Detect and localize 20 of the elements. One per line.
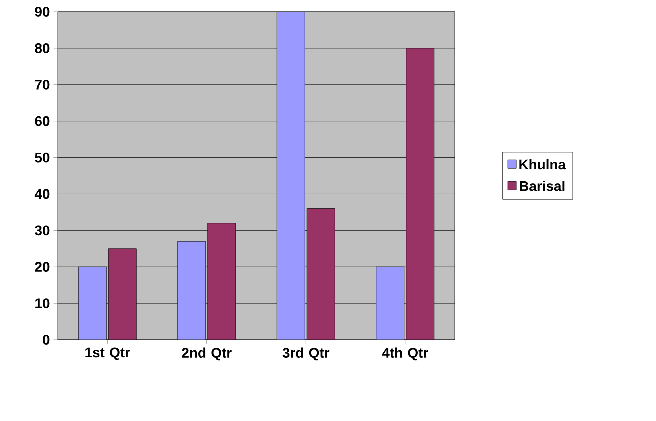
x-tick-label: 1st Qtr [86,348,130,360]
x-tick-label: 4th Qtr [382,348,428,361]
legend-label: Khulna [520,159,566,170]
bar [406,48,435,340]
bar [108,248,137,340]
y-tick-label: 40 [34,189,50,200]
y-tick-label: 0 [43,335,50,345]
x-tick-label: 2nd Qtr [182,348,232,361]
y-tick-label: 10 [36,298,50,308]
bar [208,223,236,340]
y-tick-label: 70 [35,80,50,90]
y-tick-label: 80 [35,44,50,54]
legend-label: Barisal [520,180,565,192]
bar [306,208,336,340]
y-tick-label: 60 [35,116,50,126]
y-tick-label: 50 [35,152,50,163]
y-tick-label: 30 [35,226,50,236]
y-tick-label: 20 [35,262,50,272]
x-tick-label: 3rd Qtr [282,348,330,361]
y-tick-label: 90 [35,7,50,17]
